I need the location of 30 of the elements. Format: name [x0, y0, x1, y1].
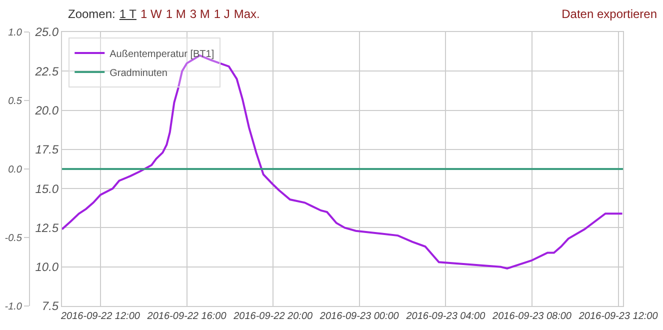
text: 1 T	[119, 7, 136, 21]
y2-tick-label: 0.5	[8, 96, 22, 107]
x-tick-label: 2016-09-22 16:00	[146, 311, 227, 322]
text: Zoomen:	[68, 7, 116, 21]
y2-tick-label: -0.5	[4, 233, 22, 244]
y2-tick-label: 0.0	[8, 164, 22, 176]
legend-label: Außentemperatur [BT1]	[110, 48, 214, 60]
x-tick-label: 2016-09-22 20:00	[232, 311, 313, 322]
text: 1 J	[214, 7, 230, 21]
y-tick-label: 10.0	[35, 260, 59, 274]
text: 1 M	[166, 7, 186, 21]
x-tick-label: 2016-09-23 12:00	[578, 311, 658, 322]
y-tick-label: 25.0	[34, 25, 59, 40]
legend-label: Gradminuten	[110, 68, 168, 79]
text: Max.	[234, 7, 260, 21]
y-tick-label: 15.0	[35, 182, 59, 196]
y-tick-label: 12.5	[35, 220, 59, 235]
x-tick-label: 2016-09-22 12:00	[60, 311, 140, 322]
x-tick-label: 2016-09-23 00:00	[318, 311, 400, 322]
text: Daten exportieren	[562, 7, 657, 21]
text: 1 W	[140, 7, 162, 21]
y2-tick-label: -1.0	[4, 302, 22, 312]
x-tick-label: 2016-09-23 04:00	[405, 311, 486, 322]
x-tick-label: 2016-09-23 08:00	[492, 311, 572, 322]
y-tick-label: 22.5	[34, 64, 59, 78]
y-tick-label: 7.5	[42, 299, 59, 314]
text: 3 M	[190, 7, 210, 21]
y2-tick-label: 1.0	[8, 28, 22, 38]
y-tick-label: 17.5	[35, 142, 59, 157]
y-tick-label: 20.0	[34, 103, 59, 118]
